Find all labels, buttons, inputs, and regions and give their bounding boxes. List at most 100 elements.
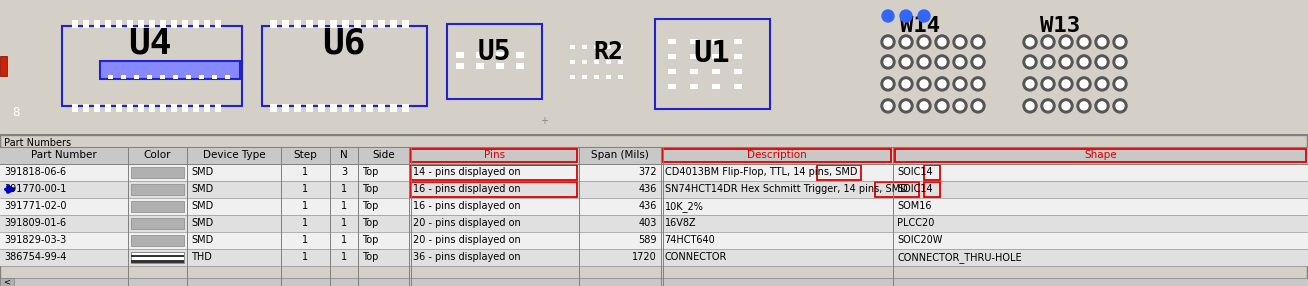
Bar xyxy=(109,75,112,79)
Bar xyxy=(186,75,191,79)
Bar xyxy=(663,149,891,162)
Text: 386754-99-4: 386754-99-4 xyxy=(4,252,67,262)
Bar xyxy=(0,249,1308,266)
Text: N: N xyxy=(340,150,348,160)
Bar xyxy=(0,198,1308,215)
Circle shape xyxy=(884,38,892,46)
Bar xyxy=(712,39,719,44)
Bar xyxy=(160,75,165,79)
Bar xyxy=(354,104,361,112)
Bar xyxy=(0,278,1308,286)
Circle shape xyxy=(918,10,930,22)
Bar xyxy=(94,20,99,28)
Text: 391809-01-6: 391809-01-6 xyxy=(4,218,67,228)
Bar xyxy=(496,63,504,69)
Text: CONNECTOR_THRU-HOLE: CONNECTOR_THRU-HOLE xyxy=(897,252,1022,263)
Bar xyxy=(94,104,99,112)
Bar xyxy=(582,45,587,49)
Circle shape xyxy=(1044,102,1052,110)
Bar xyxy=(131,255,184,257)
Text: 372: 372 xyxy=(638,167,657,177)
Circle shape xyxy=(1097,102,1107,110)
Bar xyxy=(341,104,349,112)
Bar xyxy=(330,20,337,28)
Bar xyxy=(72,20,78,28)
Text: SMD: SMD xyxy=(191,184,213,194)
Text: SOM16: SOM16 xyxy=(897,201,931,211)
Bar xyxy=(149,20,156,28)
Bar xyxy=(447,24,542,99)
Text: 436: 436 xyxy=(638,184,657,194)
Circle shape xyxy=(917,55,931,69)
Text: SN74HCT14DR Hex Schmitt Trigger, 14 pins, SMD: SN74HCT14DR Hex Schmitt Trigger, 14 pins… xyxy=(664,184,908,194)
Text: 16 - pins displayed on: 16 - pins displayed on xyxy=(413,184,521,194)
Bar xyxy=(173,75,178,79)
Bar xyxy=(116,20,122,28)
Bar xyxy=(131,184,184,195)
Text: W13: W13 xyxy=(1040,16,1080,36)
Text: 436: 436 xyxy=(638,201,657,211)
Bar xyxy=(122,75,126,79)
Text: 1: 1 xyxy=(302,201,309,211)
Circle shape xyxy=(971,55,985,69)
Bar xyxy=(215,104,221,112)
Bar xyxy=(269,104,277,112)
Circle shape xyxy=(1025,38,1035,46)
Circle shape xyxy=(954,77,967,91)
Circle shape xyxy=(899,55,913,69)
Circle shape xyxy=(903,58,910,66)
Bar xyxy=(139,20,144,28)
Bar xyxy=(411,182,577,197)
Text: Top: Top xyxy=(362,167,379,177)
Circle shape xyxy=(903,38,910,46)
Circle shape xyxy=(971,35,985,49)
Bar xyxy=(0,181,1308,198)
Text: 1: 1 xyxy=(341,235,347,245)
Circle shape xyxy=(1113,55,1127,69)
Circle shape xyxy=(1041,35,1056,49)
Bar xyxy=(456,63,464,69)
Text: SMD: SMD xyxy=(191,235,213,245)
Bar xyxy=(182,104,188,112)
Circle shape xyxy=(882,77,895,91)
Circle shape xyxy=(935,99,950,113)
Text: Pins: Pins xyxy=(484,150,505,160)
Text: 1: 1 xyxy=(302,167,309,177)
Text: +: + xyxy=(540,116,548,126)
Circle shape xyxy=(1025,58,1035,66)
Text: Part Numbers: Part Numbers xyxy=(4,138,71,148)
Circle shape xyxy=(917,99,931,113)
Text: Top: Top xyxy=(362,218,379,228)
Bar xyxy=(0,232,1308,249)
Bar xyxy=(283,104,289,112)
Circle shape xyxy=(1076,77,1091,91)
Circle shape xyxy=(935,55,950,69)
Bar xyxy=(225,75,230,79)
Circle shape xyxy=(1041,99,1056,113)
Bar xyxy=(133,75,139,79)
Circle shape xyxy=(1059,99,1073,113)
Bar xyxy=(105,104,111,112)
Circle shape xyxy=(1025,80,1035,88)
Circle shape xyxy=(956,80,964,88)
Text: Span (Mils): Span (Mils) xyxy=(591,150,649,160)
Text: 16V8Z: 16V8Z xyxy=(664,218,696,228)
Text: U4: U4 xyxy=(128,27,171,61)
Bar xyxy=(330,104,337,112)
Circle shape xyxy=(917,77,931,91)
Text: PLCC20: PLCC20 xyxy=(897,218,935,228)
Bar xyxy=(594,45,599,49)
Bar xyxy=(875,182,918,197)
Circle shape xyxy=(1041,77,1056,91)
Circle shape xyxy=(882,10,893,22)
Bar xyxy=(283,20,289,28)
Text: Color: Color xyxy=(144,150,171,160)
Circle shape xyxy=(1076,55,1091,69)
Text: 1: 1 xyxy=(302,252,309,262)
Text: Top: Top xyxy=(362,252,379,262)
Text: Top: Top xyxy=(362,201,379,211)
Bar xyxy=(655,19,770,109)
Text: CONNECTOR: CONNECTOR xyxy=(664,252,727,262)
Bar xyxy=(570,75,576,79)
Bar xyxy=(294,20,301,28)
